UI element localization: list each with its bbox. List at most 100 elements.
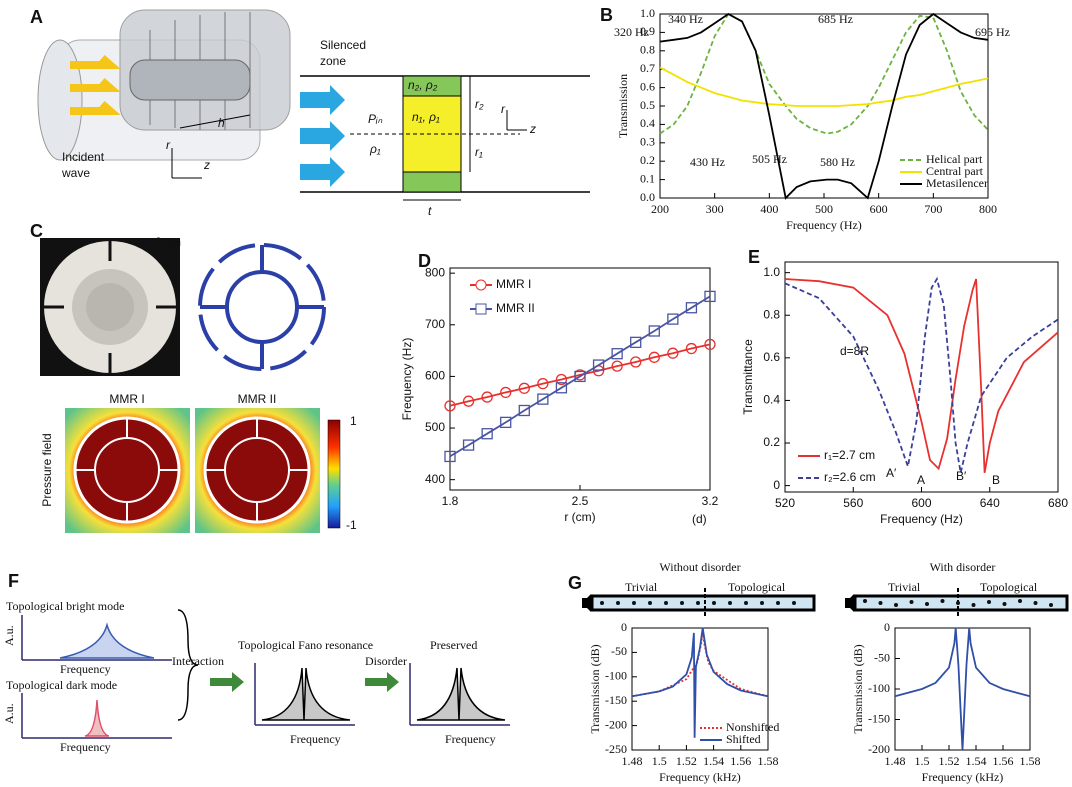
y-axis-label: Transmission (616, 74, 630, 138)
y-tick-label: 0 (884, 620, 890, 634)
annotation: 340 Hz (668, 12, 703, 26)
scatterer (971, 603, 976, 607)
series-line (659, 12, 989, 200)
chart: 1.48 1.5 1.52 1.54 1.56 1.58 0 -50 -100 -150 -200 -… (588, 560, 780, 784)
label: n₂, ρ₂ (408, 78, 438, 92)
x-tick-label: 1.54 (966, 754, 987, 768)
y-tick-label: 800 (425, 265, 445, 279)
label: 2 cm (155, 235, 181, 249)
series-line (659, 66, 989, 107)
label: Topological bright mode (6, 599, 124, 613)
panel-letter: E (748, 247, 760, 267)
marker (518, 404, 530, 417)
x-tick-label: 1.54 (703, 754, 724, 768)
y-tick-label: 0.6 (763, 350, 780, 364)
marker (574, 370, 586, 383)
label: A.u. (2, 703, 16, 724)
y-tick-label: 0 (773, 478, 780, 492)
series-line (784, 276, 1059, 474)
annotation: B′ (956, 469, 967, 483)
legend-label: MMR I (496, 277, 531, 291)
x-tick-label: 600 (911, 496, 931, 510)
panel-letter: B (600, 5, 613, 25)
x-tick-label: 800 (979, 202, 997, 216)
y-tick-label: 0.3 (640, 135, 655, 149)
label: MMR I (109, 392, 144, 406)
label: A.u. (2, 625, 16, 646)
y-tick-label: 1.0 (763, 265, 780, 279)
marker (481, 428, 493, 440)
legend-label: MMR II (496, 301, 535, 315)
label: Frequency (445, 732, 496, 746)
x-tick-label: 200 (651, 202, 669, 216)
series-line (631, 627, 769, 738)
label: ρ₁ (369, 142, 381, 156)
y-tick-label: 0.2 (763, 435, 780, 449)
annotation: 580 Hz (820, 155, 855, 169)
marker (685, 342, 698, 355)
y-tick-label: -200 (868, 742, 890, 756)
y-tick-label: -100 (605, 669, 627, 683)
y-tick-label: -50 (874, 650, 890, 664)
marker (667, 347, 679, 359)
x-tick-label: 520 (775, 496, 795, 510)
marker (537, 377, 549, 390)
y-tick-label: -200 (605, 717, 627, 731)
label: r (166, 138, 171, 152)
legend-label: r₁=2.7 cm (824, 448, 875, 462)
y-tick-label: 700 (425, 317, 445, 331)
x-tick-label: 3.2 (702, 494, 719, 508)
x-tick-label: 2.5 (572, 494, 589, 508)
label: Topological Fano resonance (238, 638, 373, 652)
y-axis-label: Frequency (Hz) (400, 338, 414, 421)
label: MMR II (238, 392, 277, 406)
legend-marker (475, 279, 487, 291)
x-axis-label: Frequency (Hz) (880, 512, 963, 526)
marker (481, 391, 493, 403)
scatterer (648, 601, 652, 605)
scatterer (909, 600, 914, 604)
marker (630, 336, 642, 348)
scatterer (792, 601, 796, 605)
x-tick-label: 600 (870, 202, 888, 216)
series-line (449, 343, 711, 407)
annotation: A (917, 473, 925, 487)
annotation: (d) (692, 512, 707, 526)
marker (704, 338, 716, 351)
x-axis-label: r (cm) (564, 510, 595, 524)
y-tick-label: 500 (425, 420, 445, 434)
scatterer (956, 601, 960, 605)
x-tick-label: 680 (1048, 496, 1068, 510)
label: Frequency (60, 662, 111, 676)
marker (462, 395, 475, 407)
scatterer (632, 601, 636, 605)
legend-label: Nonshifted (726, 720, 779, 734)
label: Interaction (172, 654, 224, 668)
scatterer (925, 602, 929, 606)
legend-label: Shifted (726, 732, 761, 746)
marker (518, 382, 530, 394)
y-tick-label: 0.4 (640, 116, 655, 130)
series-line (631, 627, 769, 698)
chart-title: Without disorder (659, 560, 740, 574)
label: Trivial (888, 580, 921, 594)
chart: 1.48 1.5 1.52 1.54 1.56 1.58 0 -50 -100 -150 -200 F… (851, 560, 1041, 784)
label: n₁, ρ₁ (412, 110, 440, 124)
y-axis-label: Transmission (dB) (588, 644, 602, 733)
marker (537, 393, 549, 405)
x-axis-label: Frequency (kHz) (659, 770, 741, 784)
y-tick-label: 0.0 (640, 190, 655, 204)
x-tick-label: 500 (815, 202, 833, 216)
chart: 520 560 600 640 680 0 0.2 0.4 0.6 0.8 1.0 Frequency… (741, 261, 1068, 526)
y-axis-label: Transmittance (741, 339, 755, 415)
x-tick-label: 560 (843, 496, 863, 510)
scatterer (1002, 602, 1007, 606)
scatterer (1033, 601, 1038, 605)
marker (500, 416, 512, 429)
x-tick-label: 1.48 (885, 754, 906, 768)
marker (444, 400, 456, 412)
label: Disorder (365, 654, 407, 668)
annotation: B (992, 473, 1000, 487)
